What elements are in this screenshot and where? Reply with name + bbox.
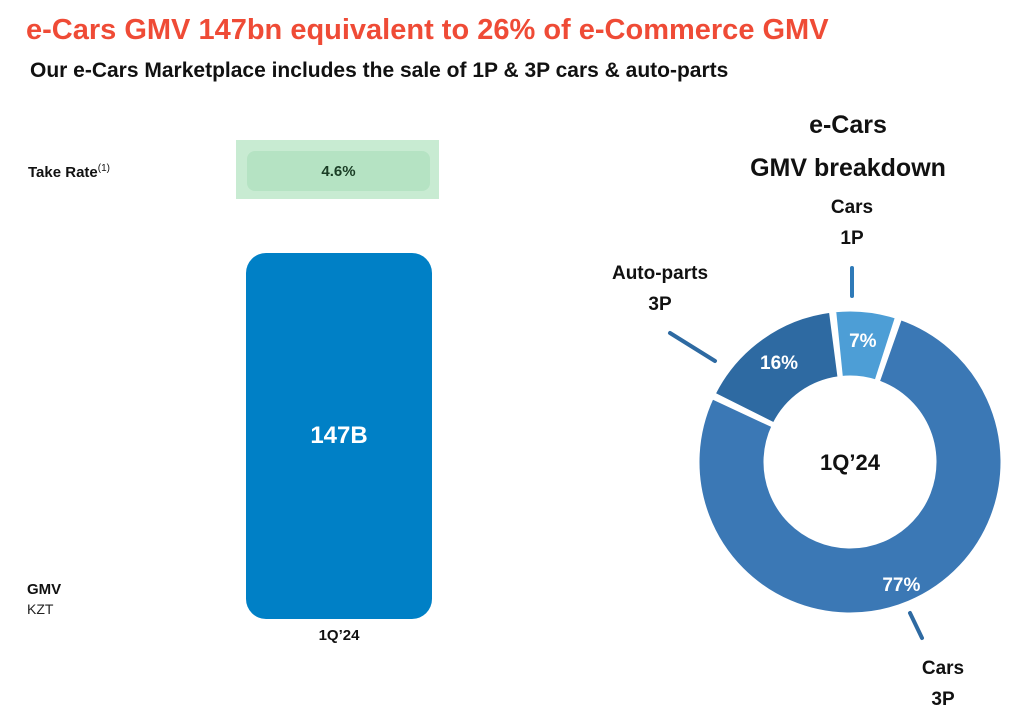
- callout-cars-3p-line1: Cars: [921, 658, 965, 679]
- donut-slice-auto-parts-3p: [712, 309, 841, 426]
- page-subtitle: Our e-Cars Marketplace includes the sale…: [30, 59, 729, 82]
- callout-cars-3p: Cars 3P: [893, 653, 993, 715]
- callout-cars-1p: Cars 1P: [800, 192, 904, 254]
- gmv-bar: 147B: [246, 253, 432, 619]
- donut-title: e-Cars GMV breakdown: [700, 104, 996, 190]
- donut-data-label-cars-1p: 7%: [849, 331, 877, 352]
- bar-y-label: GMV: [27, 581, 62, 598]
- take-rate-label-text: Take Rate: [28, 164, 98, 181]
- donut-data-label-cars-3p: 77%: [882, 575, 920, 596]
- take-rate-footnote: (1): [97, 163, 110, 174]
- leader-line-cars-3p: [908, 611, 924, 640]
- take-rate-box: 4.6%: [236, 140, 439, 199]
- donut-slice-cars-3p: [696, 316, 1004, 616]
- donut-center-label: 1Q’24: [820, 450, 881, 475]
- bar-unit-label: KZT: [27, 601, 54, 617]
- donut-title-line2: GMV breakdown: [750, 154, 946, 182]
- take-rate-label: Take Rate(1): [28, 163, 110, 181]
- page-title: e-Cars GMV 147bn equivalent to 26% of e-…: [26, 14, 829, 46]
- callout-auto-parts-3p: Auto-parts 3P: [590, 258, 730, 320]
- leader-line-auto-parts-3p: [668, 331, 717, 363]
- donut-data-label-auto-parts-3p: 16%: [760, 353, 798, 374]
- callout-cars-1p-line1: Cars: [830, 197, 874, 218]
- gmv-bar-label: 147B: [310, 422, 368, 449]
- donut-title-line1: e-Cars: [809, 111, 887, 139]
- donut-slice-cars-1p: [832, 308, 899, 383]
- callout-auto-parts-3p-line1: Auto-parts: [611, 263, 709, 284]
- callout-cars-3p-line2: 3P: [931, 689, 955, 710]
- callout-cars-1p-line2: 1P: [840, 228, 864, 249]
- callout-auto-parts-3p-line2: 3P: [648, 294, 672, 315]
- take-rate-value: 4.6%: [247, 151, 430, 191]
- bar-x-tick-label: 1Q’24: [318, 627, 360, 644]
